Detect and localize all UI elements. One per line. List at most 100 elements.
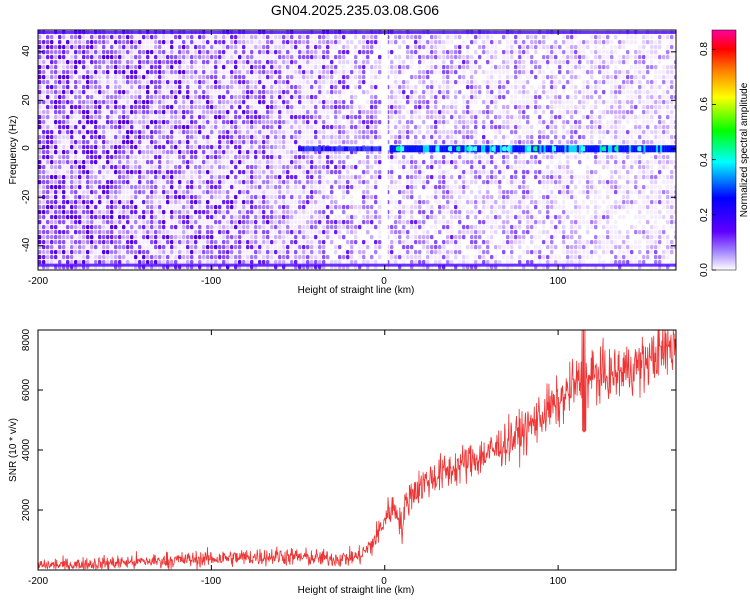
heatmap-cell-2471: [242, 145, 246, 150]
heatmap-cell-1301: [146, 55, 150, 60]
heatmap-cell-1573: [166, 215, 170, 220]
heatmap-cell-492: [78, 90, 82, 95]
heatmap-cell-641: [90, 115, 94, 120]
heatmap-cell-4746: [470, 130, 474, 135]
heatmap-cell-850: [106, 200, 110, 205]
heatmap-cell-4874: [486, 60, 490, 65]
heatmap-cell-3443: [322, 205, 326, 210]
heatmap-cell-887: [110, 145, 114, 150]
heatmap-cell-158: [50, 100, 54, 105]
heatmap-cell-1029: [122, 135, 126, 140]
heatmap-cell-4235: [414, 115, 418, 120]
heatmap-cell-753: [98, 195, 102, 200]
heatmap-cell-4331: [426, 40, 430, 45]
heatmap-cell-2892: [278, 90, 282, 95]
heatmap-cell-4033: [390, 185, 394, 190]
heatmap-cell-551: [82, 145, 86, 150]
heatmap-cell-2181: [218, 135, 222, 140]
heatmap-cell-3880: [374, 70, 378, 75]
heatmap-cell-1941: [198, 135, 202, 140]
heatmap-cell-4859: [482, 210, 486, 215]
heatmap-cell-146: [50, 40, 54, 45]
heatmap-cell-571: [82, 245, 86, 250]
heatmap-cell-4882: [486, 105, 490, 110]
heatmap-cell-2649: [258, 75, 262, 80]
heatmap-cell-3320: [314, 70, 318, 75]
heatmap-cell-1332: [146, 210, 150, 215]
heatmap-cell-3133: [298, 95, 302, 100]
heatmap-cell-3277: [310, 95, 314, 100]
heatmap-cell-3939: [378, 245, 382, 250]
heatmap-cell-341: [66, 55, 70, 60]
heatmap-cell-233: [54, 235, 58, 240]
heatmap-cell-1458: [158, 120, 162, 125]
heatmap-cell-3091: [294, 125, 298, 130]
heatmap-cell-52: [42, 50, 46, 55]
heatmap-cell-1557: [166, 135, 170, 140]
heatmap-cell-4162: [406, 135, 410, 140]
heatmap-cell-4501: [442, 185, 446, 190]
heatmap-cell-4661: [462, 40, 466, 45]
heatmap-cell-3485: [326, 220, 330, 225]
heatmap-cell-1015: [122, 65, 126, 70]
heatmap-cell-271: [58, 185, 62, 190]
heatmap-cell-438: [74, 60, 78, 65]
heatmap-cell-2575: [250, 185, 254, 190]
heatmap-cell-947: [114, 205, 118, 210]
heatmap-cell-1869: [190, 255, 194, 260]
heatmap-cell-840: [106, 150, 110, 155]
heatmap-cell-1578: [166, 240, 170, 245]
heatmap-cell-3751: [358, 125, 362, 130]
heatmap-cell-2263: [226, 65, 230, 70]
heatmap-cell-1285: [142, 215, 146, 220]
heatmap-cell-231: [54, 225, 58, 230]
heatmap-cell-4620: [454, 245, 458, 250]
heatmap-cell-3447: [322, 225, 326, 230]
heatmap-cell-1243: [138, 245, 142, 250]
heatmap-cell-994: [118, 200, 122, 205]
heatmap-cell-2324: [230, 130, 234, 135]
heatmap-cell-2144: [214, 190, 218, 195]
heatmap-cell-4381: [430, 125, 434, 130]
heatmap-cell-2542: [246, 260, 250, 265]
heatmap-cell-1707: [178, 165, 182, 170]
heatmap-cell-1389: [150, 255, 154, 260]
heatmap-cell-2046: [206, 180, 210, 185]
heatmap-cell-718: [94, 260, 98, 265]
heatmap-cell-2058: [206, 240, 210, 245]
heatmap-cell-4299: [422, 55, 426, 60]
heatmap-cell-3755: [358, 175, 362, 180]
heatmap-cell-1450: [158, 80, 162, 85]
heatmap-cell-3685: [350, 120, 354, 125]
heatmap-cell-2752: [266, 110, 270, 115]
heatmap-cell-4120: [402, 80, 406, 85]
heatmap-cell-3370: [318, 80, 322, 85]
heatmap-cell-1098: [126, 240, 130, 245]
heatmap-cell-2080: [210, 110, 214, 115]
heatmap-cell-1160: [134, 70, 138, 75]
heatmap-cell-4376: [430, 95, 434, 100]
heatmap-cell-2415: [238, 105, 242, 110]
heatmap-cell-3582: [338, 140, 342, 145]
heatmap-cell-2816: [270, 190, 274, 195]
heatmap-cell-3260: [306, 250, 310, 255]
heatmap-cell-2396: [234, 250, 238, 255]
heatmap-cell-3286: [310, 140, 314, 145]
heatmap-cell-2011: [202, 245, 206, 250]
heatmap-cell-2717: [262, 175, 266, 180]
heatmap-cell-3644: [346, 75, 350, 80]
heatmap-cell-381: [66, 255, 70, 260]
heatmap-cell-4928: [490, 170, 494, 175]
heatmap-cell-340: [66, 50, 70, 55]
heatmap-cell-542: [82, 100, 86, 105]
heatmap-cell-445: [74, 95, 78, 100]
heatmap-cell-4771: [474, 90, 478, 95]
heatmap-cell-244: [58, 50, 62, 55]
heatmap-cell-968: [118, 70, 122, 75]
heatmap-cell-896: [110, 190, 114, 195]
heatmap-cell-3013: [286, 215, 290, 220]
heatmap-cell-1764: [182, 210, 186, 215]
heatmap-cell-901: [110, 215, 114, 220]
heatmap-cell-874: [110, 80, 114, 85]
heatmap-cell-568: [82, 230, 86, 235]
